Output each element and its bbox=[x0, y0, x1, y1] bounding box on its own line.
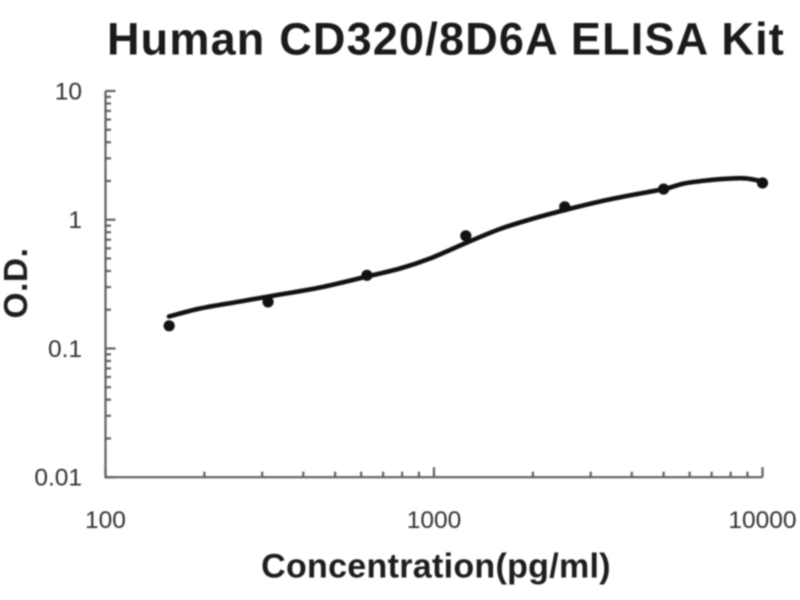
y-tick-label: 0.1 bbox=[48, 336, 82, 363]
data-point-marker bbox=[163, 320, 175, 332]
y-tick-label: 0.01 bbox=[34, 465, 82, 492]
chart-title: Human CD320/8D6A ELISA Kit bbox=[107, 14, 785, 65]
x-axis-label: Concentration(pg/ml) bbox=[261, 548, 611, 586]
y-tick-label: 1 bbox=[68, 207, 82, 234]
x-tick-label: 10000 bbox=[728, 507, 796, 534]
data-point-marker bbox=[460, 230, 472, 242]
y-tick-label: 10 bbox=[55, 79, 82, 106]
axes-lines bbox=[104, 91, 763, 479]
x-tick-label: 1000 bbox=[407, 507, 462, 534]
x-tick-label: 100 bbox=[85, 507, 126, 534]
fit-curve bbox=[166, 175, 768, 319]
y-axis-label: O.D. bbox=[0, 248, 35, 319]
